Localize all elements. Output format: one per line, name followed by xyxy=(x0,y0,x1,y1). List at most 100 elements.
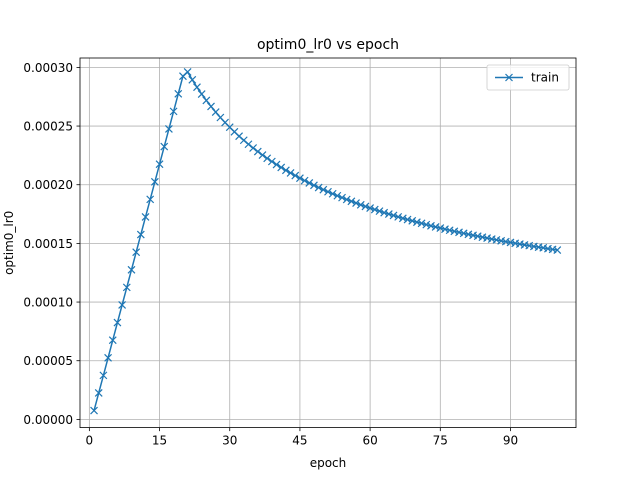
data-point xyxy=(478,233,487,242)
data-point xyxy=(464,230,473,239)
data-point xyxy=(366,204,375,212)
y-tick-label: 0.00020 xyxy=(23,178,73,192)
data-point xyxy=(118,301,127,309)
data-point xyxy=(258,151,267,159)
data-point xyxy=(422,220,431,229)
data-point xyxy=(342,195,351,204)
x-axis-label: epoch xyxy=(310,456,347,470)
data-point xyxy=(281,166,290,175)
data-point xyxy=(338,193,346,202)
data-point xyxy=(431,223,440,231)
data-point xyxy=(244,140,253,149)
y-tick-label: 0.00025 xyxy=(23,120,73,134)
data-point xyxy=(164,125,173,133)
y-axis-label: optim0_lr0 xyxy=(2,211,16,275)
data-point xyxy=(492,235,501,244)
data-point xyxy=(375,207,384,216)
data-point xyxy=(122,283,131,292)
data-point xyxy=(300,176,309,185)
data-point xyxy=(263,154,272,163)
data-point xyxy=(450,227,459,236)
y-tick-label: 0.00000 xyxy=(23,413,73,427)
x-tick-label: 15 xyxy=(152,434,167,448)
x-tick-label: 90 xyxy=(503,434,518,448)
data-point xyxy=(104,353,112,362)
data-point xyxy=(150,177,159,186)
data-point xyxy=(441,225,449,234)
data-point xyxy=(483,234,492,243)
data-point xyxy=(113,318,122,327)
data-point xyxy=(356,200,365,209)
x-tick-label: 30 xyxy=(222,434,237,448)
data-point xyxy=(188,75,197,84)
data-point xyxy=(155,160,164,169)
data-point xyxy=(146,195,155,204)
data-point xyxy=(99,371,108,380)
data-point xyxy=(207,102,215,111)
data-point xyxy=(160,142,169,151)
data-point xyxy=(333,191,342,200)
data-point xyxy=(455,228,463,237)
data-point xyxy=(108,336,117,345)
data-point xyxy=(469,231,477,240)
data-point xyxy=(398,214,407,223)
data-point xyxy=(94,389,103,397)
data-point xyxy=(412,218,421,227)
data-point xyxy=(90,406,98,415)
data-point xyxy=(314,183,323,192)
data-point xyxy=(352,199,360,207)
data-point xyxy=(389,211,398,220)
data-point xyxy=(436,224,445,232)
data-point xyxy=(394,212,403,221)
data-point xyxy=(193,83,201,92)
data-point xyxy=(384,210,393,218)
y-tick-label: 0.00010 xyxy=(23,296,73,310)
data-point xyxy=(286,169,295,177)
legend-box xyxy=(486,64,570,91)
data-point xyxy=(347,197,356,206)
data-point xyxy=(305,179,314,187)
x-tick-label: 60 xyxy=(362,434,377,448)
x-tick-label: 75 xyxy=(433,434,448,448)
data-point xyxy=(324,187,332,196)
data-point xyxy=(417,219,426,228)
data-point xyxy=(459,229,468,238)
data-point xyxy=(169,107,178,116)
legend-marker-x xyxy=(505,73,513,82)
y-axis-ticks: 0.00000 0.00005 0.00010 0.00015 0.00020 0.000… xyxy=(23,61,80,427)
data-point xyxy=(296,174,304,183)
x-axis-ticks: 0 15 30 45 60 75 90 xyxy=(86,427,518,448)
data-point xyxy=(202,96,211,105)
data-point xyxy=(370,205,379,214)
x-tick-label: 45 xyxy=(292,434,307,448)
data-point xyxy=(272,160,281,169)
data-point xyxy=(127,265,136,274)
y-tick-label: 0.00015 xyxy=(23,237,73,251)
data-point xyxy=(445,226,454,235)
data-point xyxy=(183,68,192,76)
data-point xyxy=(473,232,482,241)
data-point xyxy=(197,90,206,98)
data-point xyxy=(249,144,258,152)
data-point xyxy=(174,89,183,98)
data-point xyxy=(291,171,300,180)
x-tick-label: 0 xyxy=(86,434,94,448)
plot-frame xyxy=(79,57,577,429)
data-point xyxy=(141,213,150,221)
data-point xyxy=(277,163,286,172)
data-point xyxy=(408,216,417,225)
data-point xyxy=(319,185,328,194)
y-tick-label: 0.00005 xyxy=(23,354,73,368)
data-point xyxy=(403,215,412,224)
data-point xyxy=(427,221,435,230)
chart-title: optim0_lr0 vs epoch xyxy=(257,37,399,53)
data-point xyxy=(253,147,262,156)
legend: train xyxy=(486,64,570,91)
data-point xyxy=(380,208,389,217)
data-point xyxy=(361,202,370,211)
data-point xyxy=(310,181,318,190)
data-point xyxy=(328,189,337,198)
data-point xyxy=(553,246,562,254)
series-line-train xyxy=(93,70,558,411)
